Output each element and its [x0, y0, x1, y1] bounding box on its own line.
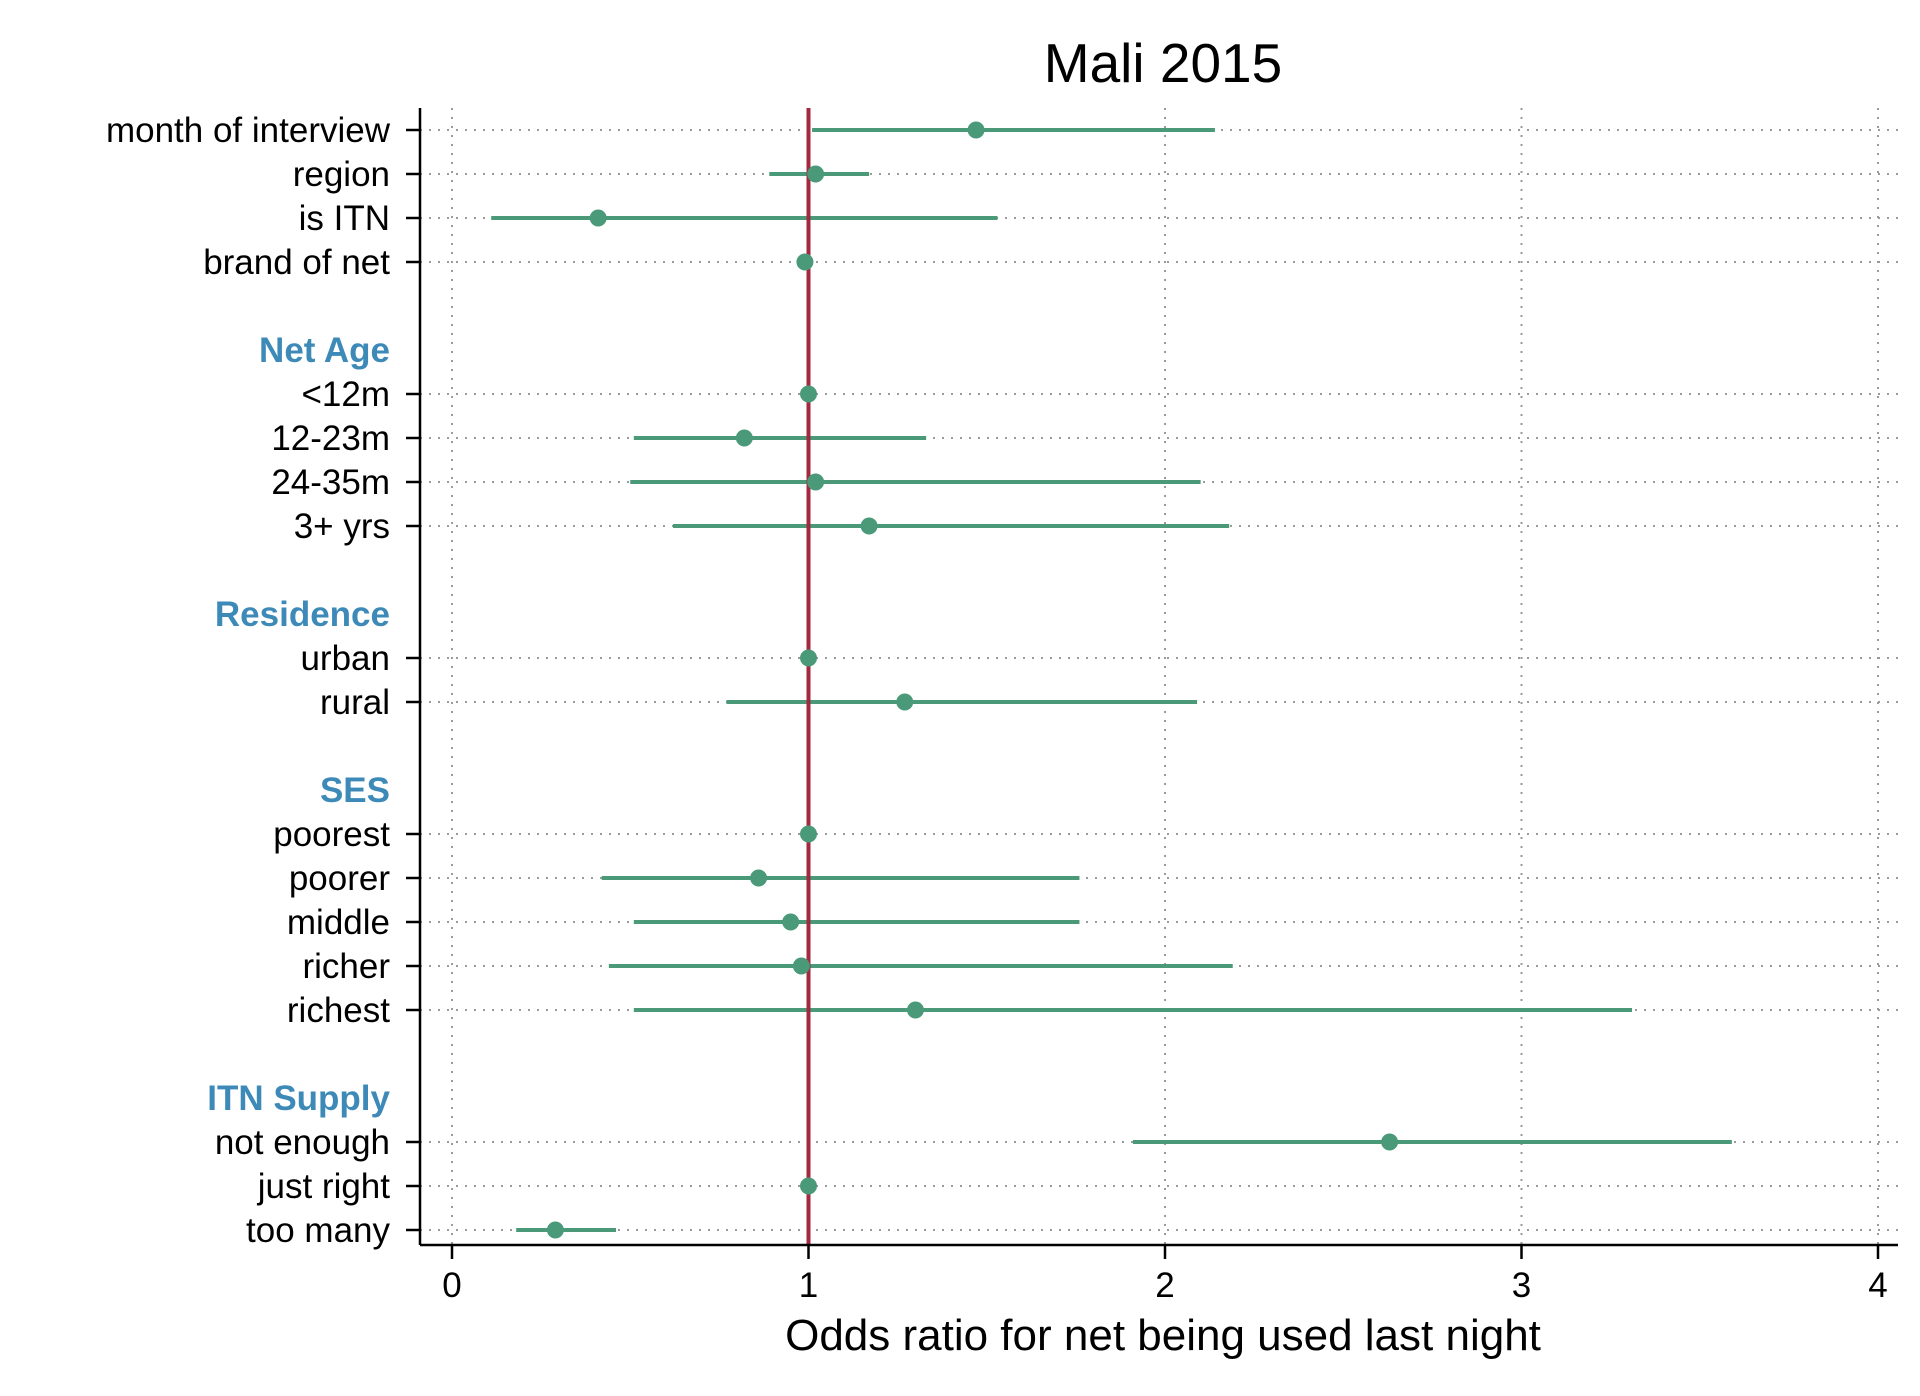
point-month-of-interview — [967, 121, 985, 139]
grid-layer — [420, 108, 1898, 1245]
x-axis-title: Odds ratio for net being used last night — [785, 1311, 1541, 1360]
point-brand-of-net — [796, 253, 814, 271]
point-rural — [896, 693, 914, 711]
x-tick-label-3: 3 — [1512, 1266, 1531, 1305]
row-label-is-itn: is ITN — [299, 199, 390, 238]
point-urban — [800, 649, 817, 667]
row-label-too-many: too many — [246, 1211, 390, 1250]
point-richer — [792, 957, 810, 975]
row-label-month-of-interview: month of interview — [106, 111, 391, 150]
row-label-12-23m: 12-23m — [271, 419, 390, 458]
row-label-brand-of-net: brand of net — [203, 243, 390, 282]
x-tick-label-2: 2 — [1155, 1266, 1174, 1305]
group-label-ses: SES — [320, 771, 390, 810]
point-not-enough — [1381, 1133, 1399, 1151]
group-label-net-age: Net Age — [259, 331, 390, 370]
point-middle — [782, 913, 800, 931]
group-label-itn-supply: ITN Supply — [207, 1079, 390, 1118]
chart-title: Mali 2015 — [1044, 32, 1282, 94]
point-just-right — [800, 1177, 817, 1195]
point-estimate-layer — [546, 121, 1399, 1239]
row-label-poorer: poorer — [289, 859, 391, 898]
axis-layer: 0 1 2 3 4 — [406, 108, 1898, 1305]
row-label-region: region — [293, 155, 390, 194]
point-poorer — [750, 869, 768, 887]
row-label-12m: <12m — [301, 375, 390, 414]
point-region — [807, 165, 825, 183]
row-label-24-35m: 24-35m — [271, 463, 390, 502]
row-label-richer: richer — [302, 947, 390, 986]
x-tick-label-4: 4 — [1868, 1266, 1887, 1305]
confidence-interval-layer — [491, 128, 1732, 1232]
point-12-23m — [735, 429, 753, 447]
row-label-poorest: poorest — [273, 815, 390, 854]
row-label-middle: middle — [287, 903, 390, 942]
x-tick-label-1: 1 — [799, 1266, 818, 1305]
point-3-yrs — [860, 517, 878, 535]
point-richest — [906, 1001, 924, 1019]
row-label-not-enough: not enough — [215, 1123, 390, 1162]
row-label-just-right: just right — [257, 1167, 391, 1206]
point-poorest — [800, 825, 817, 843]
row-label-3-yrs: 3+ yrs — [294, 507, 390, 546]
group-label-residence: Residence — [215, 595, 390, 634]
row-label-richest: richest — [287, 991, 390, 1030]
point-is-itn — [589, 209, 607, 227]
point-24-35m — [807, 473, 825, 491]
row-label-layer: month of interview region is ITN brand of n… — [106, 111, 391, 1250]
point-too-many — [546, 1221, 564, 1239]
row-label-rural: rural — [320, 683, 390, 722]
row-label-urban: urban — [300, 639, 390, 678]
x-tick-label-0: 0 — [442, 1266, 461, 1305]
point-12m — [800, 385, 817, 403]
